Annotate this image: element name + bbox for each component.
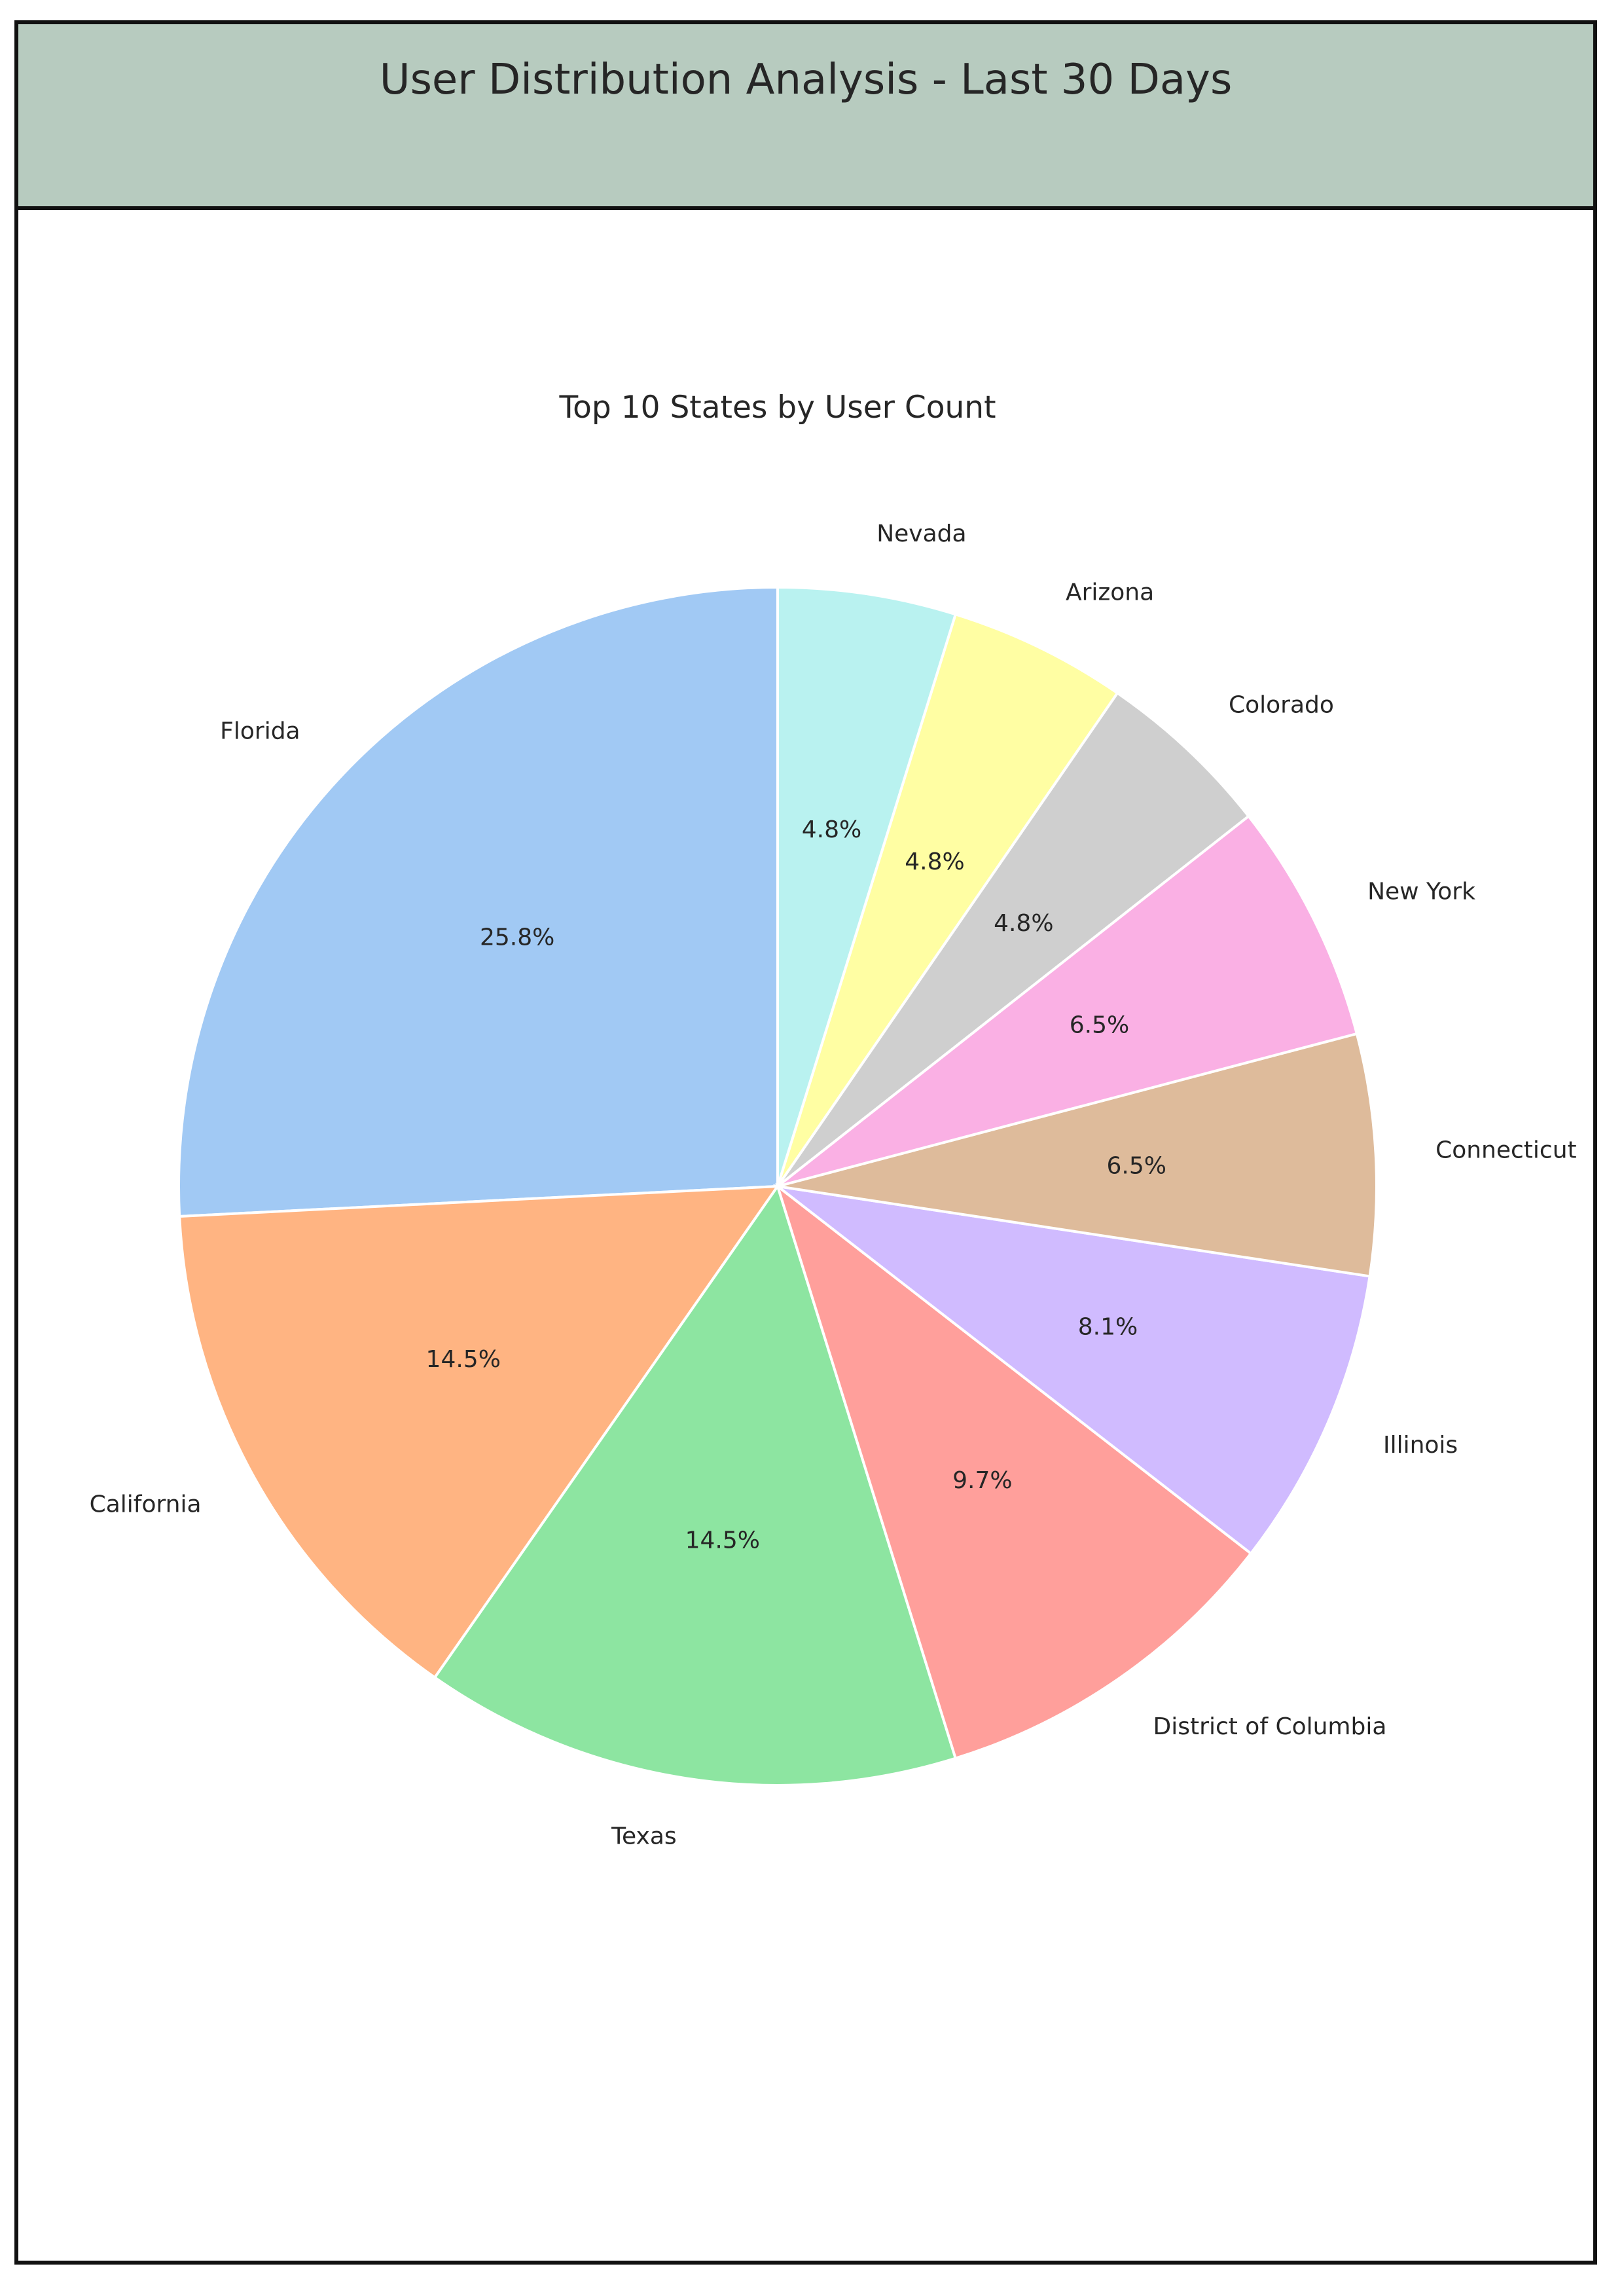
percent-label-connecticut: 6.5% (1106, 1153, 1166, 1180)
category-label-colorado: Colorado (1229, 691, 1334, 718)
page-title: User Distribution Analysis - Last 30 Day… (379, 56, 1233, 104)
category-label-arizona: Arizona (1066, 579, 1154, 606)
percent-label-district-of-columbia: 9.7% (952, 1467, 1012, 1494)
category-label-connecticut: Connecticut (1435, 1137, 1577, 1163)
category-labels: Florida California Texas District of Columb… (90, 520, 1577, 1850)
pie-slice-nevada (776, 585, 958, 1187)
category-label-district-of-columbia: District of Columbia (1153, 1713, 1387, 1740)
percent-label-florida: 25.8% (480, 924, 554, 951)
percent-labels: 25.8% 14.5% 14.5% 9.7% 8.1% 6.5% 6.5% 4.8% 4.8% 4… (426, 816, 1166, 1554)
percent-label-illinois: 8.1% (1078, 1313, 1138, 1340)
pie-slice-connecticut (777, 1032, 1378, 1278)
percent-label-california: 14.5% (426, 1346, 501, 1373)
pie-slice-new-york (776, 814, 1359, 1188)
percent-label-arizona: 4.8% (905, 848, 964, 875)
percent-label-colorado: 4.8% (994, 910, 1053, 937)
percent-label-texas: 14.5% (685, 1527, 760, 1554)
pie-slice-texas (433, 1183, 958, 1787)
header-banner: User Distribution Analysis - Last 30 Day… (18, 24, 1593, 210)
category-label-california: California (90, 1491, 202, 1518)
category-label-nevada: Nevada (876, 520, 966, 547)
pie-slice-arizona (776, 612, 1119, 1188)
pie-slice-florida (177, 585, 779, 1218)
pie-slice-illinois (772, 1184, 1371, 1556)
category-label-texas: Texas (611, 1823, 677, 1850)
pie-slice-california (178, 1184, 780, 1680)
percent-label-nevada: 4.8% (802, 816, 861, 843)
category-label-florida: Florida (220, 718, 300, 744)
chart-title: Top 10 States by User Count (558, 390, 996, 426)
percent-label-new-york: 6.5% (1070, 1011, 1129, 1038)
pie-slice-colorado (776, 691, 1251, 1188)
pie-slice-district-of-columbia (775, 1182, 1253, 1760)
pie-slices (177, 585, 1378, 1787)
category-label-new-york: New York (1367, 879, 1475, 905)
category-label-illinois: Illinois (1383, 1432, 1458, 1459)
